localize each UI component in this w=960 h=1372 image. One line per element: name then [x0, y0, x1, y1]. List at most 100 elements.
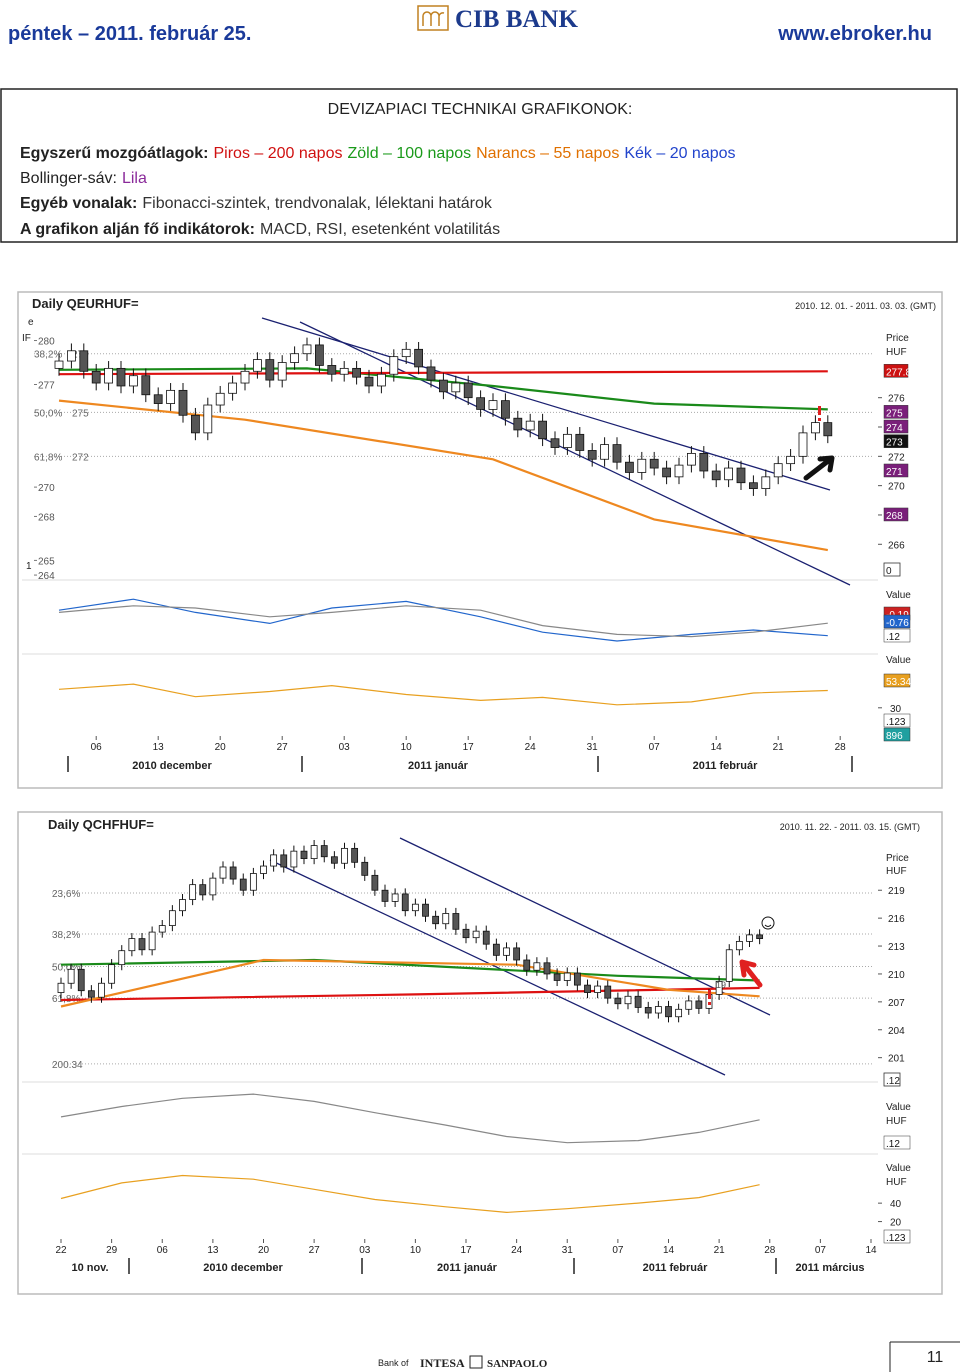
- candle-body: [239, 878, 247, 891]
- x-tick-label: 31: [587, 742, 599, 753]
- candle-body: [604, 985, 612, 999]
- month-label: 2010 december: [132, 760, 212, 772]
- candle-body: [575, 433, 585, 451]
- candle-body: [463, 382, 473, 399]
- month-label: 2011 január: [437, 1262, 498, 1274]
- y2-tick-label: 264: [38, 571, 55, 582]
- candle-body: [624, 995, 632, 1005]
- x-tick-label: 13: [207, 1245, 219, 1256]
- candle-body: [54, 360, 64, 369]
- candle-body: [265, 359, 275, 381]
- moving-average: [58, 367, 828, 411]
- candle-body: [665, 1006, 672, 1018]
- panel-badge-label: .123: [886, 717, 906, 728]
- edge-label: IF: [22, 333, 31, 344]
- panel-badge-label: .12: [886, 1139, 900, 1150]
- candle-body: [587, 450, 597, 460]
- moving-average: [60, 986, 760, 1002]
- x-tick-label: 14: [711, 742, 723, 753]
- candle-body: [573, 972, 581, 986]
- x-tick-label: 21: [773, 742, 785, 753]
- x-tick-label: 17: [460, 1245, 472, 1256]
- candle-body: [249, 873, 257, 891]
- panel-tick-label: 30: [890, 704, 902, 715]
- month-label: 10 nov.: [71, 1262, 108, 1274]
- candle-body: [376, 373, 386, 387]
- trend-line: [269, 859, 726, 1076]
- indicator-line: [58, 598, 828, 642]
- y2-tick-label: 270: [38, 483, 55, 494]
- candle-body: [811, 422, 820, 434]
- fib-label: 38,2%: [52, 930, 80, 941]
- warning-dot: [818, 418, 821, 421]
- indicator-line: [58, 683, 828, 706]
- price-badge-label: 273: [886, 438, 903, 449]
- x-tick-label: 06: [91, 742, 103, 753]
- price-badge-label: 274: [886, 423, 903, 434]
- candle-body: [563, 972, 571, 981]
- candle-body: [612, 444, 622, 463]
- x-tick-label: 28: [835, 742, 847, 753]
- price-badge-label: 271: [886, 467, 903, 478]
- candle-body: [371, 874, 379, 891]
- candle-body: [128, 375, 138, 387]
- panel-badge-label: .12: [886, 632, 900, 643]
- candle-body: [153, 394, 163, 404]
- candle-body: [695, 1000, 703, 1009]
- candle-body: [199, 884, 207, 896]
- y-tick-label: 272: [888, 452, 905, 463]
- candle-body: [351, 847, 359, 863]
- candle-body: [600, 444, 609, 460]
- candle-body: [749, 482, 758, 489]
- candle-body: [798, 432, 808, 457]
- intro-segment: Piros – 200 napos: [213, 145, 342, 162]
- candle-body: [476, 397, 486, 410]
- candle-body: [715, 980, 723, 995]
- x-tick-label: 24: [511, 1245, 523, 1256]
- chart-date-range: 2010. 11. 22. - 2011. 03. 15. (GMT): [780, 822, 920, 832]
- candle-body: [823, 422, 833, 437]
- candle-body: [179, 899, 186, 912]
- candle-body: [91, 370, 101, 384]
- moving-average: [60, 958, 760, 982]
- intro-segment: Kék – 20 napos: [624, 145, 735, 162]
- chart: Daily QEURHUF= 2010. 12. 01. - 2011. 03. …: [17, 291, 943, 789]
- candle-body: [637, 458, 647, 473]
- month-label: 2011 február: [693, 760, 759, 772]
- candle-body: [87, 990, 95, 998]
- candle-body: [462, 928, 470, 939]
- candle-body: [550, 438, 560, 448]
- panel-badge: [883, 713, 911, 728]
- candle-body: [699, 452, 709, 472]
- panel-badge: [883, 1135, 911, 1150]
- y-tick-label: 219: [888, 886, 905, 897]
- candle-body: [761, 476, 771, 489]
- candle-body: [500, 400, 510, 419]
- price-badge: [883, 463, 909, 478]
- candle-body: [414, 348, 424, 368]
- y2-tick-label: 280: [38, 337, 55, 348]
- candle-body: [411, 903, 419, 912]
- x-tick-label: 29: [106, 1245, 118, 1256]
- fib-label: 50,0%: [34, 408, 62, 419]
- indicator-line: [60, 1093, 760, 1144]
- candle-body: [563, 433, 572, 448]
- candle-body: [310, 845, 318, 860]
- candle-body: [158, 925, 166, 933]
- warning-mark: [708, 990, 711, 999]
- candle-body: [339, 367, 349, 375]
- panel-title: Value: [886, 1102, 911, 1113]
- page-number: 11: [927, 1349, 944, 1366]
- candle-body: [773, 463, 783, 478]
- intro-lines: Egyszerű mozgóátlagok: Piros – 200 napos Z…: [20, 145, 736, 238]
- candle-body: [724, 467, 733, 481]
- panel-badge-label: -0.76: [886, 618, 909, 629]
- candle-body: [327, 365, 337, 375]
- fib-label: 50,0%: [52, 963, 80, 974]
- chart-title: Daily QEURHUF=: [32, 296, 139, 311]
- price-badge: [883, 419, 909, 434]
- candle-body: [77, 968, 85, 992]
- candle-body: [209, 877, 217, 896]
- x-tick-label: 22: [55, 1245, 67, 1256]
- panel-badge-label: 896: [886, 731, 903, 742]
